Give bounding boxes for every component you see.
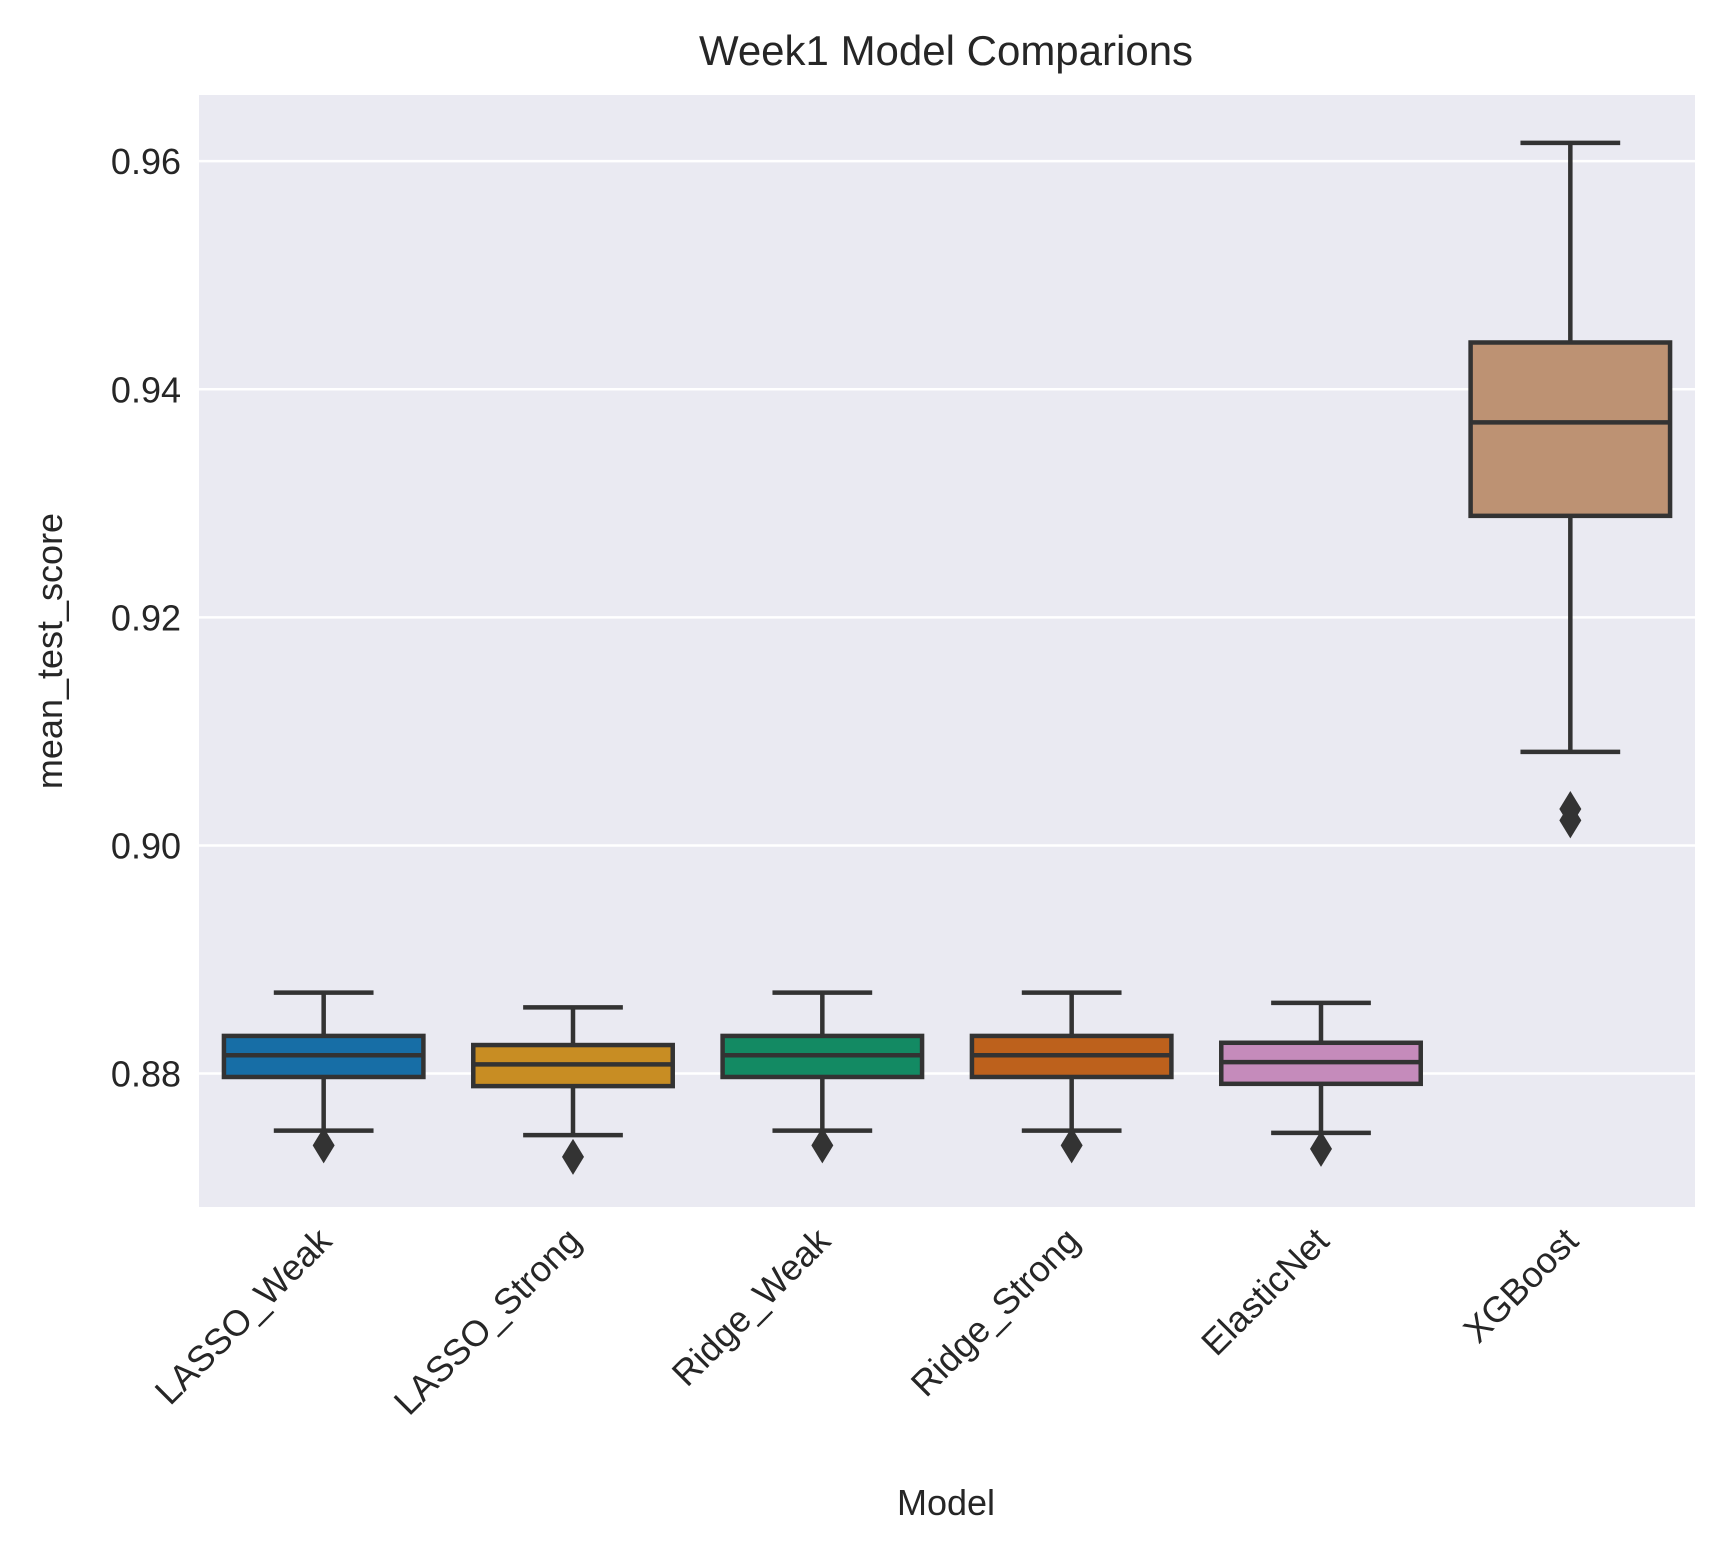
y-tick-labels: 0.88 0.90 0.92 0.94 0.96: [111, 141, 181, 1094]
outlier-marker: [1559, 802, 1582, 839]
box-body: [1468, 340, 1673, 519]
box-ridge-strong: [969, 990, 1174, 1164]
x-tick-label: LASSO_Weak: [147, 1219, 340, 1412]
x-tick-labels: LASSO_Weak LASSO_Strong Ridge_Weak Ridge_St…: [147, 1219, 1586, 1423]
outlier-marker: [811, 1127, 834, 1164]
box-ridge-weak: [720, 990, 925, 1164]
plot-background: [199, 95, 1695, 1207]
y-axis-label: mean_test_score: [29, 513, 70, 789]
outlier-marker: [312, 1127, 335, 1164]
x-tick-label: ElasticNet: [1193, 1220, 1337, 1364]
outlier-marker: [562, 1138, 584, 1175]
box-xgboost: [1468, 140, 1673, 839]
x-tick-label: LASSO_Strong: [386, 1220, 589, 1423]
box-elasticnet: [1219, 1000, 1423, 1167]
y-tick-label: 0.96: [111, 141, 181, 182]
box-lasso-strong: [471, 1005, 675, 1175]
boxes: [221, 140, 1673, 1175]
y-tick-label: 0.94: [111, 369, 181, 410]
grid: [199, 159, 1695, 1075]
y-tick-label: 0.92: [111, 597, 181, 638]
x-tick-label: Ridge_Weak: [664, 1219, 839, 1394]
x-tick-label: XGBoost: [1455, 1220, 1586, 1351]
outlier-marker: [1310, 1130, 1332, 1167]
y-tick-label: 0.88: [111, 1054, 181, 1095]
x-tick-label: Ridge_Strong: [903, 1220, 1088, 1405]
y-tick-label: 0.90: [111, 825, 181, 866]
chart-title: Week1 Model Comparions: [699, 27, 1193, 74]
x-axis-label: Model: [897, 1482, 995, 1523]
outlier-marker: [1060, 1127, 1083, 1164]
box-lasso-weak: [221, 990, 426, 1164]
